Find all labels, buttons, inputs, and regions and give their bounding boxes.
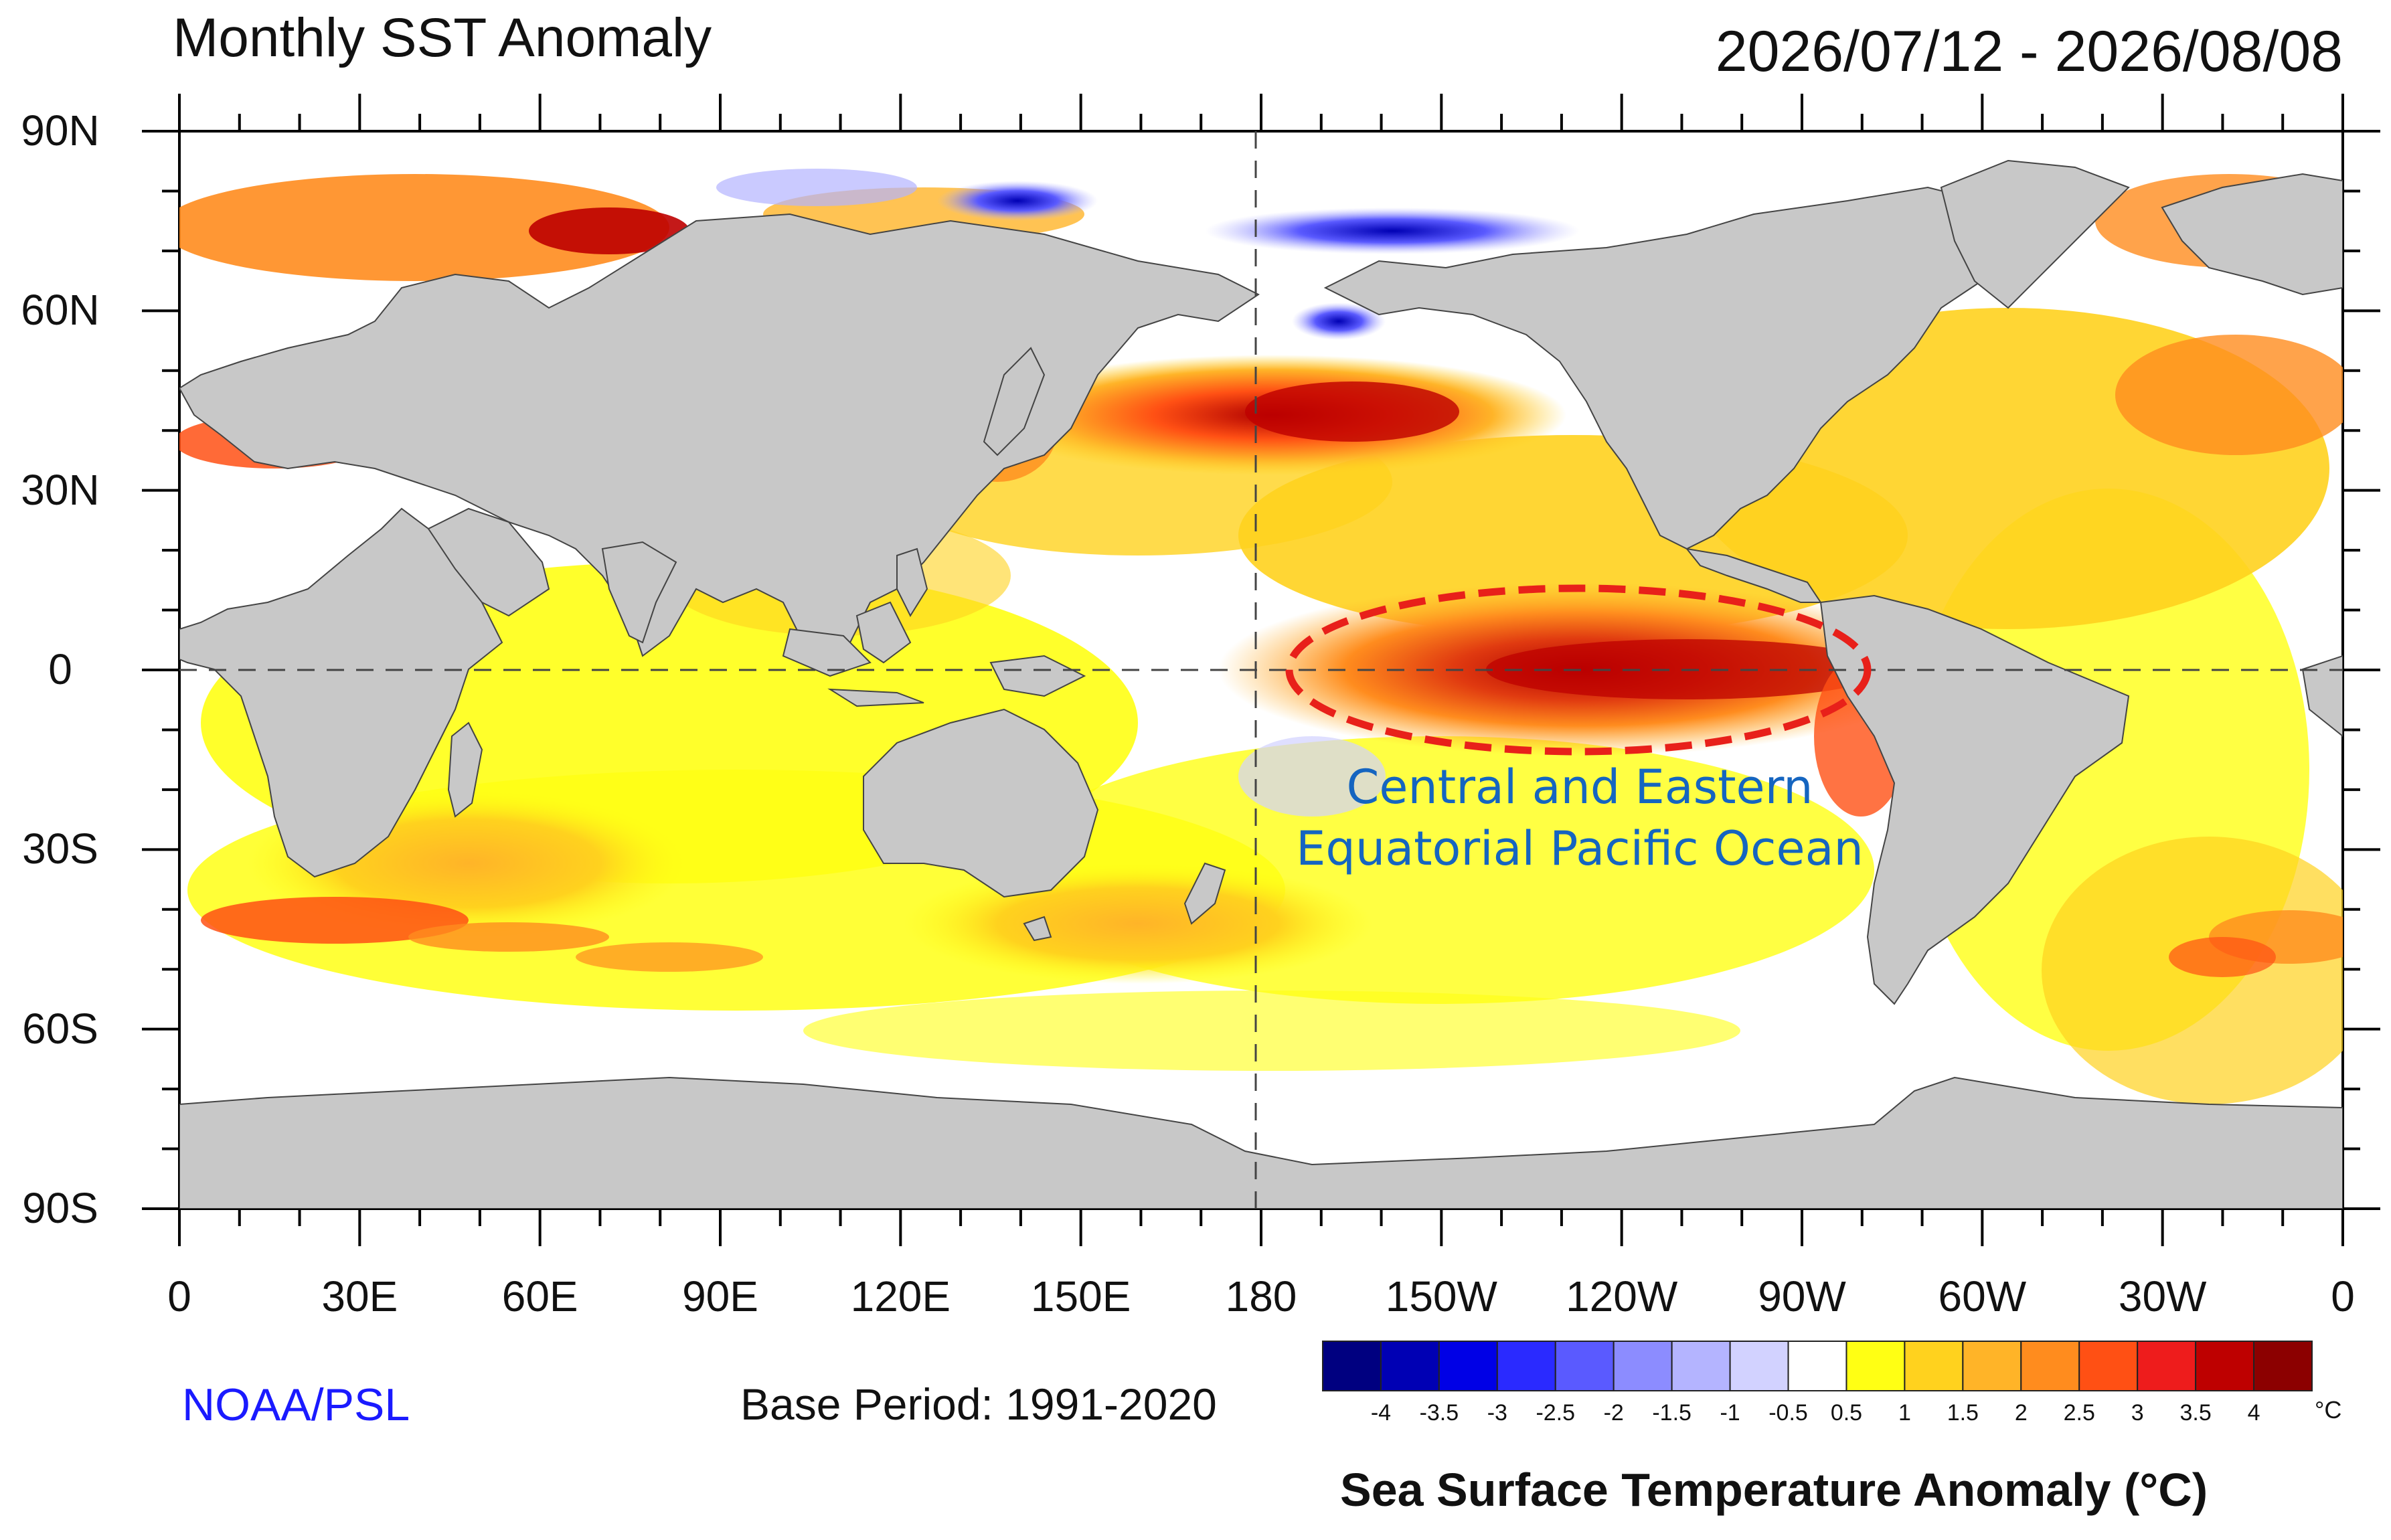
annotation-label-line1: Central and Eastern — [1346, 760, 1813, 815]
lon-label: 60E — [501, 1272, 578, 1320]
lat-label: 90S — [22, 1184, 98, 1232]
lon-label: 120E — [850, 1272, 951, 1320]
colorbar-bin — [1380, 1341, 1440, 1391]
map-title: Monthly SST Anomaly — [173, 7, 712, 68]
date-range: 2026/07/12 - 2026/08/08 — [1715, 19, 2343, 84]
lat-label: 0 — [48, 645, 72, 693]
lon-label: 150W — [1385, 1272, 1497, 1320]
lon-label: 0 — [167, 1272, 191, 1320]
colorbar-tick-label: 3.5 — [2179, 1400, 2212, 1426]
colorbar-bin — [2137, 1341, 2197, 1391]
colorbar-bin — [2078, 1341, 2139, 1391]
colorbar-tick-label: 4 — [2247, 1400, 2260, 1426]
base-period-label: Base Period: 1991-2020 — [740, 1379, 1217, 1429]
lat-label: 60S — [22, 1004, 98, 1053]
lat-label: 30N — [21, 465, 100, 514]
colorbar-title: Sea Surface Temperature Anomaly (°C) — [1340, 1464, 2208, 1516]
colorbar-tick-label: -1.5 — [1652, 1400, 1692, 1426]
colorbar-tick-label: 2.5 — [2063, 1400, 2095, 1426]
colorbar-bin — [1438, 1341, 1498, 1391]
lon-label: 0 — [2331, 1272, 2355, 1320]
lat-label: 60N — [21, 286, 100, 335]
colorbar-tick-label: -0.5 — [1768, 1400, 1808, 1426]
colorbar-tick-label: -3 — [1487, 1400, 1507, 1426]
lon-label: 150E — [1030, 1272, 1131, 1320]
colorbar-tick-label: 2 — [2014, 1400, 2028, 1426]
colorbar-tick-label: 0.5 — [1830, 1400, 1863, 1426]
colorbar-bin — [2020, 1341, 2080, 1391]
axis-ticks — [142, 94, 2380, 1246]
land-masses — [179, 159, 2343, 1209]
sst-anomaly-field — [179, 159, 2343, 1209]
colorbar-bin — [1962, 1341, 2022, 1391]
colorbar-tick-label: -4 — [1370, 1400, 1392, 1426]
colorbar-bin — [1671, 1341, 1731, 1391]
colorbar-unit: °C — [2315, 1396, 2342, 1424]
lon-label: 60W — [1938, 1272, 2027, 1320]
colorbar-tick-label: -3.5 — [1419, 1400, 1459, 1426]
colorbar-bin — [1904, 1341, 1964, 1391]
colorbar-bin — [1554, 1341, 1615, 1391]
colorbar-tick-label: 1.5 — [1947, 1400, 1979, 1426]
source-label: NOAA/PSL — [182, 1379, 410, 1430]
colorbar-bin — [1496, 1341, 1556, 1391]
colorbar-bin — [1613, 1341, 1673, 1391]
lat-label: 30S — [22, 825, 98, 873]
colorbar-bin — [1322, 1341, 1382, 1391]
colorbar-bin — [2195, 1341, 2255, 1391]
lon-label: 90E — [682, 1272, 758, 1320]
colorbar-bin — [1787, 1341, 1847, 1391]
colorbar-tick-label: -1 — [1720, 1400, 1740, 1426]
colorbar-bin — [1845, 1341, 1906, 1391]
lat-label: 90N — [21, 106, 100, 155]
annotation-label-line2: Equatorial Pacific Ocean — [1296, 821, 1864, 876]
colorbar-bin — [1729, 1341, 1789, 1391]
lon-label: 180 — [1225, 1272, 1297, 1320]
lon-label: 30E — [321, 1272, 398, 1320]
colorbar-tick-label: -2 — [1603, 1400, 1624, 1426]
lon-label: 30W — [2118, 1272, 2207, 1320]
colorbar-tick-label: 1 — [1898, 1400, 1911, 1426]
colorbar-tick-label: 3 — [2131, 1400, 2144, 1426]
colorbar-bin — [2253, 1341, 2313, 1391]
lon-label: 120W — [1566, 1272, 1678, 1320]
annotation-ellipse — [1285, 584, 1872, 756]
colorbar-tick-label: -2.5 — [1536, 1400, 1576, 1426]
lon-label: 90W — [1758, 1272, 1846, 1320]
colorbar — [1322, 1341, 2313, 1391]
annotation-label: Central and Eastern Equatorial Pacific O… — [1258, 756, 1901, 879]
